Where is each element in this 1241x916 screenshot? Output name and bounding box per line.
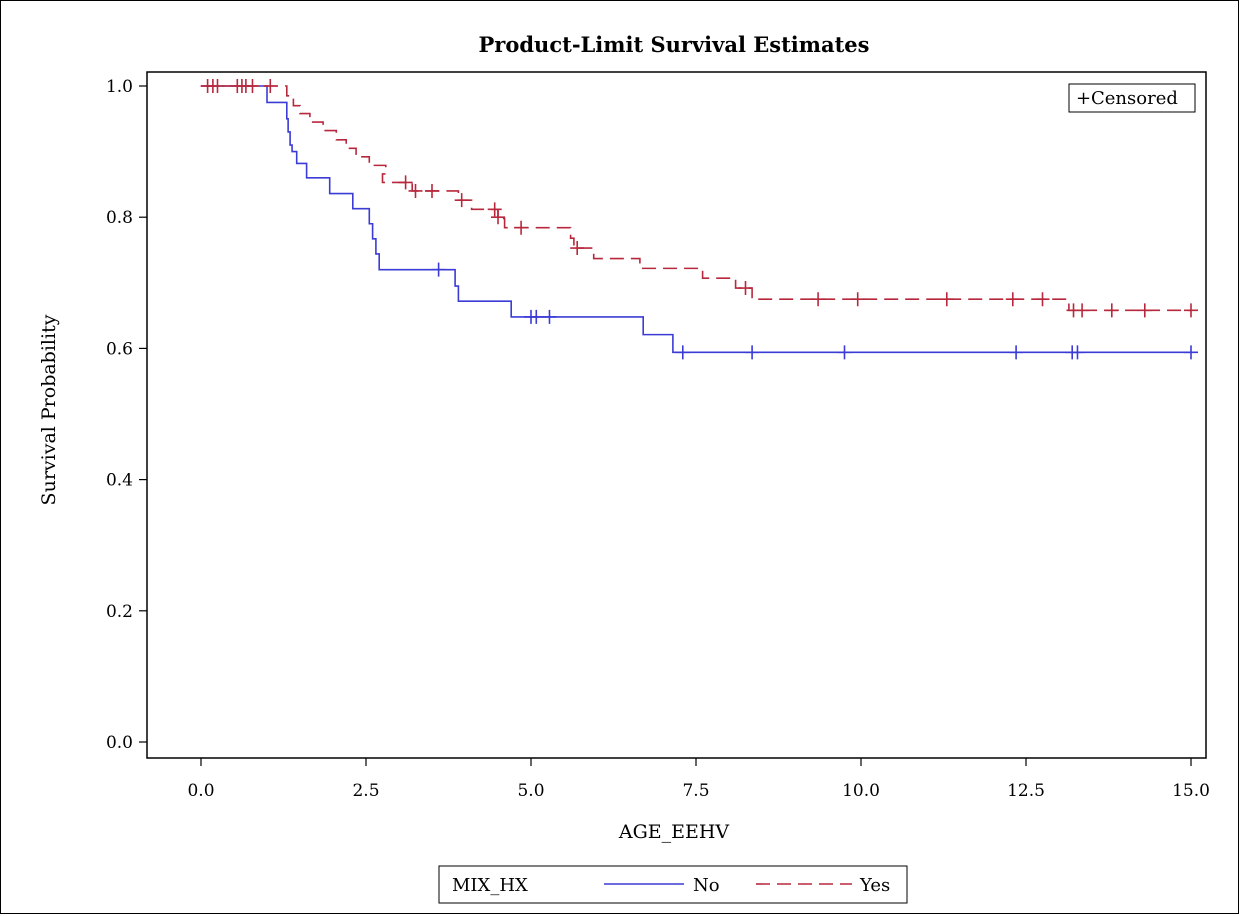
group-legend: MIX_HX No Yes — [438, 865, 908, 904]
y-tick-label: 0.0 — [106, 733, 133, 753]
chart-title: Product-Limit Survival Estimates — [479, 32, 870, 57]
legend-yes-label: Yes — [859, 875, 890, 896]
censored-legend-symbol: + — [1076, 88, 1091, 109]
series-layer — [200, 79, 1198, 360]
plot-area — [146, 71, 1207, 759]
censor-mark — [1035, 292, 1050, 307]
censor-mark — [850, 292, 865, 307]
censor-mark — [454, 193, 469, 208]
survival-curve-yes — [201, 85, 1191, 312]
y-tick-label: 0.8 — [106, 208, 133, 228]
y-tick-label: 1.0 — [106, 77, 133, 97]
x-tick-label: 2.5 — [352, 781, 379, 801]
censor-mark — [514, 220, 529, 235]
x-tick-label: 0.0 — [187, 781, 214, 801]
censor-mark — [263, 79, 278, 93]
censor-mark — [939, 292, 954, 307]
y-tick-label: 0.2 — [106, 602, 133, 622]
censor-mark — [491, 210, 505, 225]
x-tick-label: 7.5 — [682, 781, 709, 801]
censor-mark — [1005, 292, 1020, 307]
y-tick-label: 0.6 — [106, 339, 133, 359]
censor-mark — [425, 183, 439, 198]
series-no — [201, 85, 1198, 360]
x-tick-label: 12.5 — [1007, 781, 1045, 801]
censor-mark — [529, 309, 544, 324]
censor-mark — [1137, 303, 1152, 318]
censor-mark — [542, 309, 557, 324]
group-legend-title: MIX_HX — [452, 875, 528, 896]
y-axis: 0.0 0.2 0.4 0.6 0.8 1.0 — [106, 77, 147, 753]
censored-legend-label: Censored — [1091, 88, 1178, 109]
censor-mark — [1184, 345, 1198, 360]
y-tick-label: 0.4 — [106, 471, 133, 491]
censor-mark — [245, 79, 260, 93]
censor-mark — [398, 175, 413, 190]
censor-mark — [745, 345, 760, 360]
censored-legend-box — [1068, 83, 1196, 113]
x-tick-label: 15.0 — [1172, 781, 1210, 801]
censor-mark — [210, 79, 225, 93]
series-yes — [200, 79, 1198, 318]
censor-mark — [738, 281, 753, 296]
censored-legend: + Censored — [1068, 83, 1196, 113]
censor-mark — [487, 202, 502, 217]
x-axis: 0.0 2.5 5.0 7.5 10.0 12.5 15.0 — [187, 758, 1210, 801]
censor-mark — [570, 241, 585, 256]
survival-curve-no — [201, 85, 1191, 354]
censor-mark — [408, 183, 423, 198]
x-tick-label: 10.0 — [842, 781, 880, 801]
censor-mark — [837, 345, 852, 360]
censor-mark — [675, 345, 690, 360]
censor-mark — [811, 292, 826, 307]
legend-no-label: No — [693, 875, 720, 896]
censor-mark — [1104, 303, 1119, 318]
censor-mark — [1070, 345, 1085, 360]
censor-mark — [1075, 303, 1090, 318]
censor-mark — [431, 262, 446, 277]
censor-mark — [1184, 303, 1198, 318]
y-axis-label: Survival Probability — [38, 314, 60, 505]
x-axis-label: AGE_EEHV — [618, 821, 730, 843]
censor-mark — [1009, 345, 1024, 360]
x-tick-label: 5.0 — [517, 781, 544, 801]
